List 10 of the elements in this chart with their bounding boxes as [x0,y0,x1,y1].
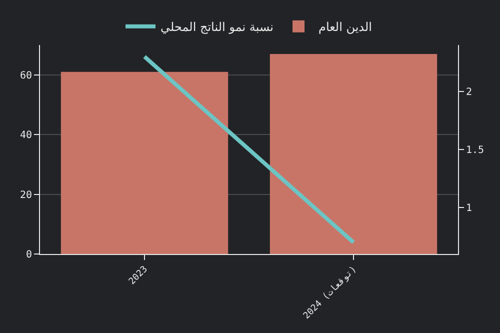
y2-tick-label: 1.5 [466,145,484,156]
y-tick-label: 0 [26,250,32,260]
y2-tick-label: 2 [466,86,472,98]
y-tick-label: 40 [20,130,32,142]
y2-tick-label: 1 [466,203,472,214]
y-tick-label: 60 [20,70,32,82]
legend-label: نسبة نمو الناتج المحلي [160,20,274,34]
legend-label: الدين العام [318,20,372,34]
y-tick-label: 20 [20,190,32,201]
x-tick-label: 2024 (توقعات) [302,264,359,322]
